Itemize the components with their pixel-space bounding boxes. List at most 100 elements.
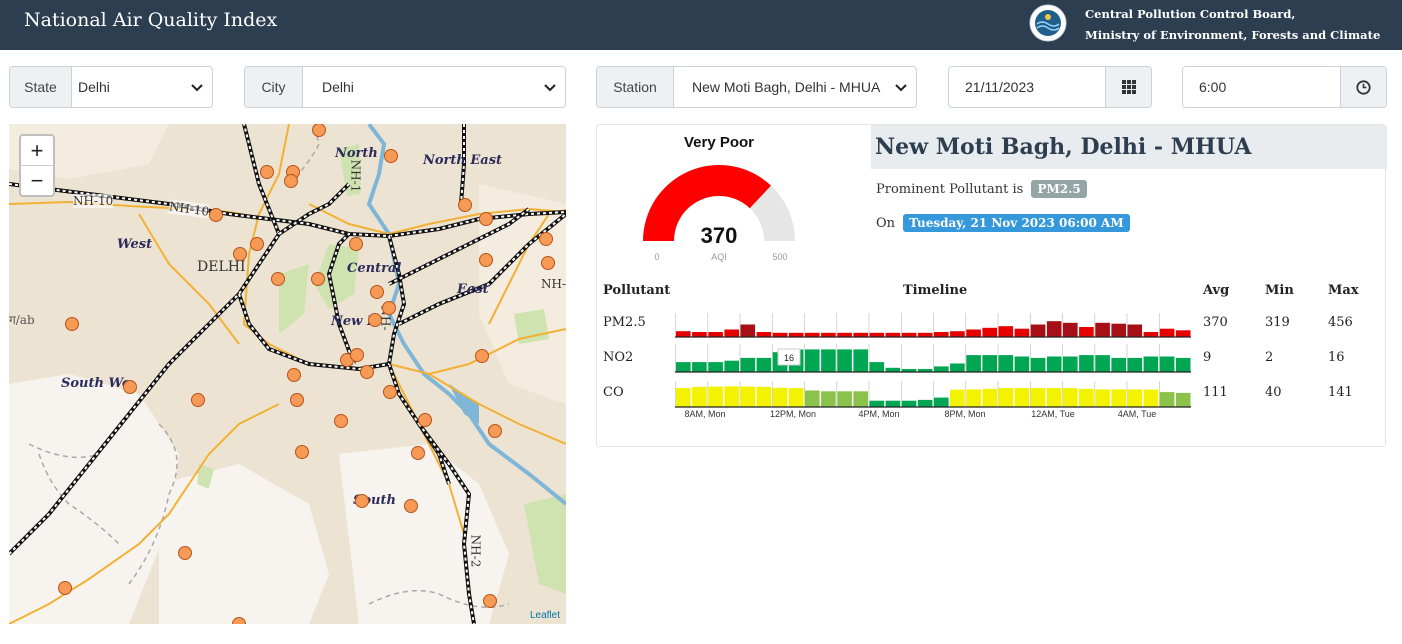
station-marker[interactable] — [488, 424, 502, 438]
co-bar[interactable] — [1014, 388, 1030, 407]
pm25-bar[interactable] — [853, 332, 868, 337]
calendar-button[interactable] — [1105, 67, 1151, 107]
no2-bar[interactable] — [1079, 355, 1094, 372]
no2-bar[interactable] — [1063, 356, 1078, 373]
station-marker[interactable] — [284, 174, 298, 188]
station-marker[interactable] — [541, 256, 555, 270]
co-bar[interactable] — [982, 388, 997, 407]
station-marker[interactable] — [312, 124, 326, 137]
pm25-bar[interactable] — [1143, 332, 1159, 337]
no2-bar[interactable] — [1143, 356, 1159, 373]
co-bar[interactable] — [772, 387, 788, 407]
station-marker[interactable] — [58, 581, 72, 595]
pm25-bar[interactable] — [837, 332, 852, 337]
no2-bar[interactable] — [950, 363, 965, 373]
station-marker[interactable] — [384, 149, 398, 163]
station-marker[interactable] — [479, 253, 493, 267]
station-marker[interactable] — [290, 393, 304, 407]
pm25-bar[interactable] — [756, 332, 772, 337]
station-marker[interactable] — [209, 208, 223, 222]
pm25-bar[interactable] — [1175, 330, 1191, 337]
station-marker[interactable] — [65, 317, 79, 331]
station-marker[interactable] — [418, 413, 432, 427]
pm25-bar[interactable] — [708, 332, 723, 337]
pm25-bar[interactable] — [805, 332, 820, 337]
no2-bar[interactable] — [1175, 357, 1191, 372]
co-bar[interactable] — [740, 386, 756, 407]
no2-bar[interactable] — [901, 369, 917, 372]
city-value[interactable]: Delhi — [303, 67, 565, 107]
co-bar[interactable] — [708, 386, 723, 407]
pollutant-timeline-chart[interactable]: 16 8AM, Mon 12PM, Mon 4PM, Mon 8PM, Mon 12AM,… — [675, 305, 1191, 425]
station-marker[interactable] — [360, 365, 374, 379]
station-marker[interactable] — [334, 414, 348, 428]
co-bar[interactable] — [1063, 388, 1078, 407]
no2-bar[interactable] — [998, 355, 1014, 372]
pm25-bar[interactable] — [998, 326, 1014, 337]
no2-bar[interactable] — [885, 367, 901, 372]
station-marker[interactable] — [539, 232, 553, 246]
pm25-bar[interactable] — [934, 332, 949, 337]
co-bar[interactable] — [1127, 389, 1143, 407]
co-bar[interactable] — [853, 391, 868, 407]
co-bar[interactable] — [934, 397, 949, 407]
co-bar[interactable] — [692, 386, 707, 407]
station-select[interactable]: Station New Moti Bagh, Delhi - MHUA — [596, 66, 917, 108]
no2-bar[interactable] — [724, 360, 739, 372]
co-bar[interactable] — [805, 390, 820, 408]
no2-bar[interactable] — [966, 355, 981, 372]
station-marker[interactable] — [178, 546, 192, 560]
date-picker[interactable]: 21/11/2023 — [948, 66, 1152, 108]
no2-bar[interactable] — [708, 362, 723, 372]
co-bar[interactable] — [885, 400, 901, 407]
zoom-out-button[interactable]: − — [30, 168, 44, 193]
co-bar[interactable] — [1143, 389, 1159, 407]
city-select[interactable]: City Delhi — [244, 66, 566, 108]
co-bar[interactable] — [1111, 389, 1126, 407]
pm25-bar[interactable] — [1079, 327, 1094, 337]
pm25-bar[interactable] — [724, 329, 739, 338]
no2-bar[interactable] — [869, 362, 885, 372]
no2-bar[interactable] — [1127, 357, 1143, 372]
co-bar[interactable] — [724, 386, 739, 407]
pm25-bar[interactable] — [982, 327, 997, 337]
station-value[interactable]: New Moti Bagh, Delhi - MHUA — [674, 67, 916, 107]
pm25-bar[interactable] — [869, 332, 885, 337]
station-marker[interactable] — [350, 348, 364, 362]
pm25-bar[interactable] — [1030, 324, 1046, 338]
station-marker[interactable] — [475, 349, 489, 363]
station-marker[interactable] — [411, 446, 425, 460]
pm25-bar[interactable] — [772, 332, 788, 337]
pm25-bar[interactable] — [1159, 328, 1175, 337]
no2-bar[interactable] — [821, 349, 836, 372]
co-bar[interactable] — [676, 388, 691, 407]
station-marker[interactable] — [287, 368, 301, 382]
co-bar[interactable] — [1030, 388, 1046, 407]
pm25-bar[interactable] — [676, 331, 691, 337]
pm25-bar[interactable] — [1014, 328, 1030, 337]
no2-bar[interactable] — [692, 362, 707, 372]
clock-button[interactable] — [1340, 67, 1386, 107]
co-bar[interactable] — [756, 386, 772, 407]
station-marker[interactable] — [368, 313, 382, 327]
co-bar[interactable] — [1079, 388, 1094, 407]
time-picker[interactable]: 6:00 — [1182, 66, 1387, 108]
station-marker[interactable] — [370, 285, 384, 299]
station-marker[interactable] — [483, 594, 497, 608]
station-marker[interactable] — [382, 301, 396, 315]
no2-bar[interactable] — [934, 366, 949, 372]
station-marker[interactable] — [349, 237, 363, 251]
co-bar[interactable] — [901, 400, 917, 407]
no2-bar[interactable] — [1159, 356, 1175, 373]
no2-bar[interactable] — [1111, 357, 1126, 372]
map-attribution-link[interactable]: Leaflet — [529, 610, 560, 621]
station-marker[interactable] — [260, 165, 274, 179]
time-input[interactable]: 6:00 — [1199, 79, 1227, 95]
no2-bar[interactable] — [740, 357, 756, 372]
co-bar[interactable] — [1159, 392, 1175, 407]
co-bar[interactable] — [917, 399, 933, 407]
aqi-station-map[interactable]: North North East West DELHI Central East… — [9, 124, 566, 624]
pm25-bar[interactable] — [950, 331, 965, 337]
station-marker[interactable] — [311, 272, 325, 286]
pm25-bar[interactable] — [692, 332, 707, 337]
